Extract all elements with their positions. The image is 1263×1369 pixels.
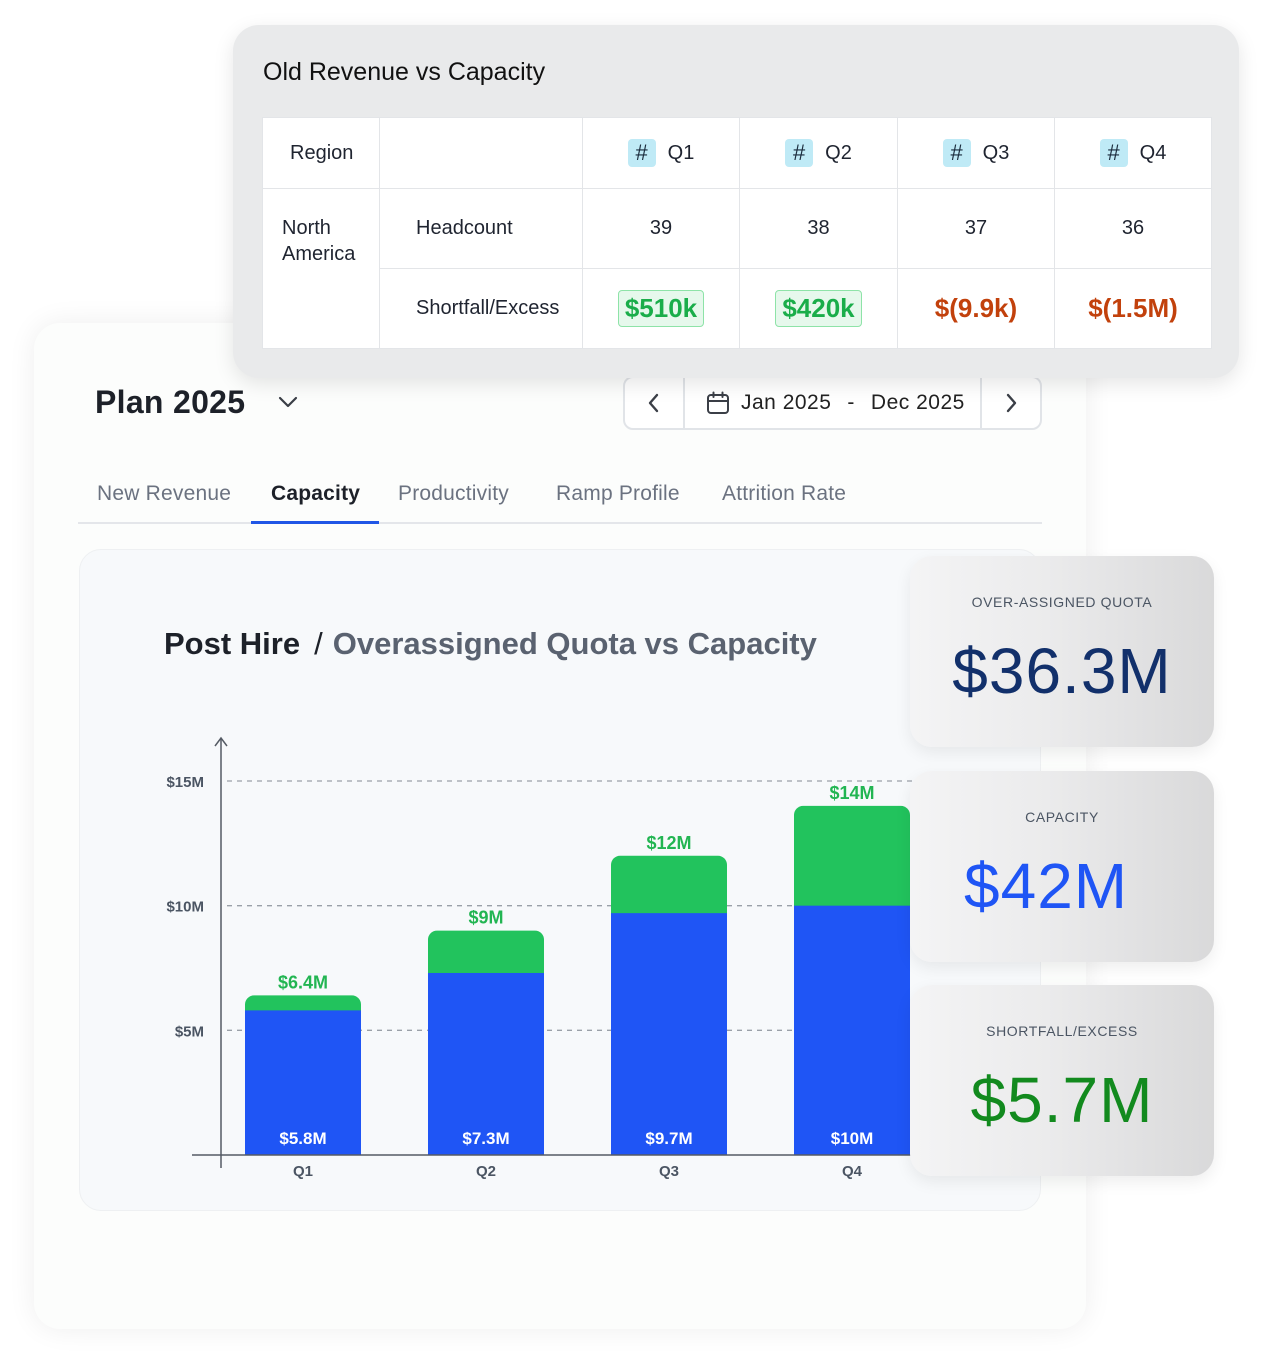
- kpi-card-over-assigned-quota: OVER-ASSIGNED QUOTA $36.3M: [910, 556, 1214, 747]
- hash-icon: #: [1099, 139, 1128, 167]
- header-q1-label: Q1: [667, 141, 695, 164]
- kpi-value: $42M: [964, 850, 1129, 922]
- header-q1[interactable]: # Q1: [582, 117, 740, 189]
- shortfall-q4: $(1.5M): [1054, 268, 1212, 349]
- bar-base-label: $5.8M: [279, 1129, 326, 1148]
- kpi-label: OVER-ASSIGNED QUOTA: [971, 594, 1153, 610]
- header-region: Region: [262, 117, 380, 189]
- bar-segment-top: [611, 855, 727, 926]
- bar-total-label: $6.4M: [278, 972, 328, 992]
- kpi-label: SHORTFALL/EXCESS: [986, 1023, 1138, 1039]
- kpi-card-capacity: CAPACITY $42M: [910, 771, 1214, 962]
- bar-segment-base: [245, 1010, 361, 1155]
- table-row: Shortfall/Excess $510k $420k $(9.9k) $(1…: [263, 268, 1212, 349]
- table-row: North America Headcount 39 38 37 36: [262, 188, 1212, 349]
- bar-total-label: $12M: [646, 833, 691, 853]
- bar-segment-base: [794, 905, 910, 1155]
- header-q2[interactable]: # Q2: [739, 117, 898, 189]
- tab-capacity[interactable]: Capacity: [271, 482, 361, 505]
- active-tab-indicator: [251, 521, 379, 524]
- bar-total-label: $9M: [468, 908, 503, 928]
- tab-new-revenue[interactable]: New Revenue: [97, 482, 232, 505]
- bar-segment-top: [428, 930, 544, 985]
- table-header-row: Region # Q1 # Q2 # Q3 # Q4: [262, 117, 1212, 189]
- headcount-q4: 36: [1054, 188, 1212, 269]
- headcount-q1: 39: [582, 188, 740, 269]
- shortfall-q3-value: $(9.9k): [934, 293, 1018, 323]
- chevron-down-icon[interactable]: [276, 390, 300, 414]
- headcount-q2: 38: [739, 188, 898, 269]
- bar-segment-top: [794, 805, 910, 918]
- calendar-icon: [707, 391, 729, 414]
- header-q4-label: Q4: [1139, 141, 1167, 164]
- row-label-headcount: Headcount: [379, 188, 583, 269]
- bar-base-label: $10M: [831, 1129, 874, 1148]
- y-tick-label: $10M: [166, 899, 204, 916]
- tab-productivity[interactable]: Productivity: [398, 482, 509, 505]
- chart-title: Post Hire / Overassigned Quota vs Capacity: [164, 626, 817, 662]
- x-tick-label: Q2: [476, 1163, 496, 1180]
- table-title: Old Revenue vs Capacity: [263, 58, 546, 86]
- date-range-separator: -: [847, 391, 855, 414]
- x-tick-label: Q3: [659, 1163, 679, 1180]
- chart-title-sub: Overassigned Quota vs Capacity: [332, 626, 817, 661]
- chart-title-separator: /: [314, 626, 323, 661]
- tab-attrition-rate[interactable]: Attrition Rate: [722, 482, 847, 505]
- bar-base-label: $7.3M: [462, 1129, 509, 1148]
- plan-title[interactable]: Plan 2025: [95, 384, 246, 420]
- bar-base-label: $9.7M: [645, 1129, 692, 1148]
- next-period-button[interactable]: [980, 378, 1040, 428]
- header-q4[interactable]: # Q4: [1054, 117, 1212, 189]
- tab-ramp-profile[interactable]: Ramp Profile: [556, 482, 680, 505]
- headcount-q3: 37: [897, 188, 1055, 269]
- header-q3-label: Q3: [982, 141, 1010, 164]
- chevron-right-icon: [1006, 393, 1017, 413]
- shortfall-q2-value: $420k: [775, 290, 862, 327]
- shortfall-q3: $(9.9k): [897, 268, 1055, 349]
- shortfall-q1-value: $510k: [617, 290, 705, 327]
- hash-icon: #: [627, 139, 656, 167]
- chevron-left-icon: [648, 393, 659, 413]
- hash-icon: #: [785, 139, 814, 167]
- bar-total-label: $14M: [829, 783, 874, 803]
- x-tick-label: Q1: [293, 1163, 313, 1180]
- x-tick-label: Q4: [842, 1163, 863, 1180]
- header-q3[interactable]: # Q3: [897, 117, 1055, 189]
- tab-bar: New Revenue Capacity Productivity Ramp P…: [78, 470, 1042, 524]
- kpi-label: CAPACITY: [1025, 809, 1099, 825]
- y-axis-arrow-icon: [214, 736, 228, 747]
- y-tick-label: $5M: [175, 1023, 204, 1040]
- kpi-value: $5.7M: [970, 1064, 1154, 1136]
- y-tick-label: $15M: [166, 774, 204, 791]
- kpi-card-shortfall-excess: SHORTFALL/EXCESS $5.7M: [910, 985, 1214, 1176]
- date-range-display[interactable]: Jan 2025 - Dec 2025: [685, 378, 980, 428]
- revenue-capacity-table: Region # Q1 # Q2 # Q3 # Q4 North America Hea…: [262, 117, 1212, 349]
- row-label-shortfall: Shortfall/Excess: [379, 268, 583, 349]
- bar-segment-base: [428, 972, 544, 1155]
- header-q2-label: Q2: [825, 141, 852, 164]
- header-metric: [379, 117, 583, 189]
- shortfall-q1: $510k: [582, 268, 740, 349]
- prev-period-button[interactable]: [625, 378, 685, 428]
- kpi-value: $36.3M: [952, 635, 1172, 707]
- hash-icon: #: [942, 139, 971, 167]
- shortfall-q4-value: $(1.5M): [1088, 293, 1178, 323]
- shortfall-q2: $420k: [739, 268, 898, 349]
- date-range-end: Dec 2025: [870, 391, 965, 414]
- region-cell: North America: [262, 188, 380, 349]
- date-range-start: Jan 2025: [741, 391, 832, 414]
- chart-title-main: Post Hire: [164, 626, 301, 661]
- bar-segment-base: [611, 913, 727, 1155]
